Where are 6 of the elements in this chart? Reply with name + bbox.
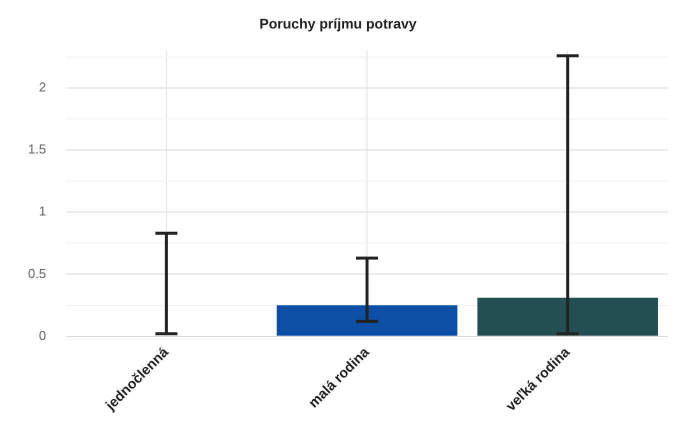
y-tick-label: 1	[38, 204, 46, 219]
y-tick-label: 0	[38, 328, 46, 343]
y-tick-label: 2	[38, 80, 46, 95]
y-tick-label: 1.5	[28, 142, 46, 157]
chart-title: Poruchy príjmu potravy	[259, 15, 417, 32]
y-tick-label: 0.5	[28, 266, 46, 281]
